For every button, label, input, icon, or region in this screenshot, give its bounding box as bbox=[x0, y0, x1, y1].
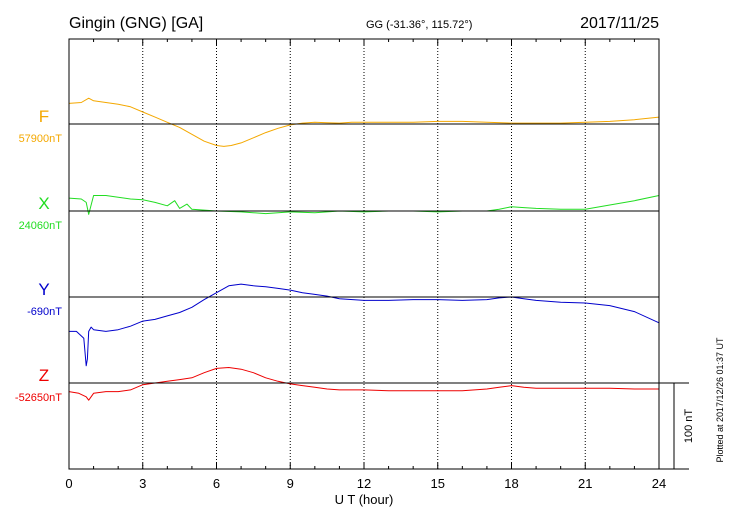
grid-lines bbox=[142, 39, 586, 469]
x-tick-label: 9 bbox=[287, 476, 294, 491]
series-line-f bbox=[68, 97, 660, 147]
series-baseline-f: 57900nT bbox=[19, 133, 63, 145]
scale-bar-label: 100 nT bbox=[683, 409, 695, 444]
x-tick-label: 6 bbox=[213, 476, 220, 491]
series-name-f: F bbox=[39, 107, 49, 126]
x-tick-label: 21 bbox=[578, 476, 592, 491]
x-tick-label: 18 bbox=[504, 476, 518, 491]
series-name-y: Y bbox=[38, 280, 49, 299]
series-labels: F 57900nT X 24060nT Y -690nT Z -52650nT bbox=[15, 107, 62, 404]
baselines bbox=[69, 123, 659, 384]
x-tick-label: 3 bbox=[139, 476, 146, 491]
series-baseline-z: -52650nT bbox=[15, 392, 62, 404]
plotted-note: Plotted at 2017/12/26 01:37 UT bbox=[715, 337, 725, 463]
series-name-x: X bbox=[38, 194, 49, 213]
series-line-x bbox=[68, 195, 660, 215]
series-baseline-x: 24060nT bbox=[19, 220, 63, 232]
x-axis: 0 3 6 9 12 15 18 21 24 bbox=[65, 39, 666, 491]
plot-frame bbox=[68, 38, 660, 470]
x-tick-label: 24 bbox=[652, 476, 666, 491]
series-baseline-y: -690nT bbox=[27, 306, 62, 318]
x-tick-label: 0 bbox=[65, 476, 72, 491]
series-name-z: Z bbox=[39, 366, 49, 385]
x-tick-label: 15 bbox=[431, 476, 445, 491]
x-tick-label: 12 bbox=[357, 476, 371, 491]
x-axis-label: U T (hour) bbox=[335, 492, 394, 507]
station-coords: GG (-31.36°, 115.72°) bbox=[366, 19, 472, 31]
chart-date: 2017/11/25 bbox=[580, 15, 659, 32]
scale-bar: 100 nT bbox=[659, 382, 695, 470]
station-title: Gingin (GNG) [GA] bbox=[69, 15, 203, 32]
